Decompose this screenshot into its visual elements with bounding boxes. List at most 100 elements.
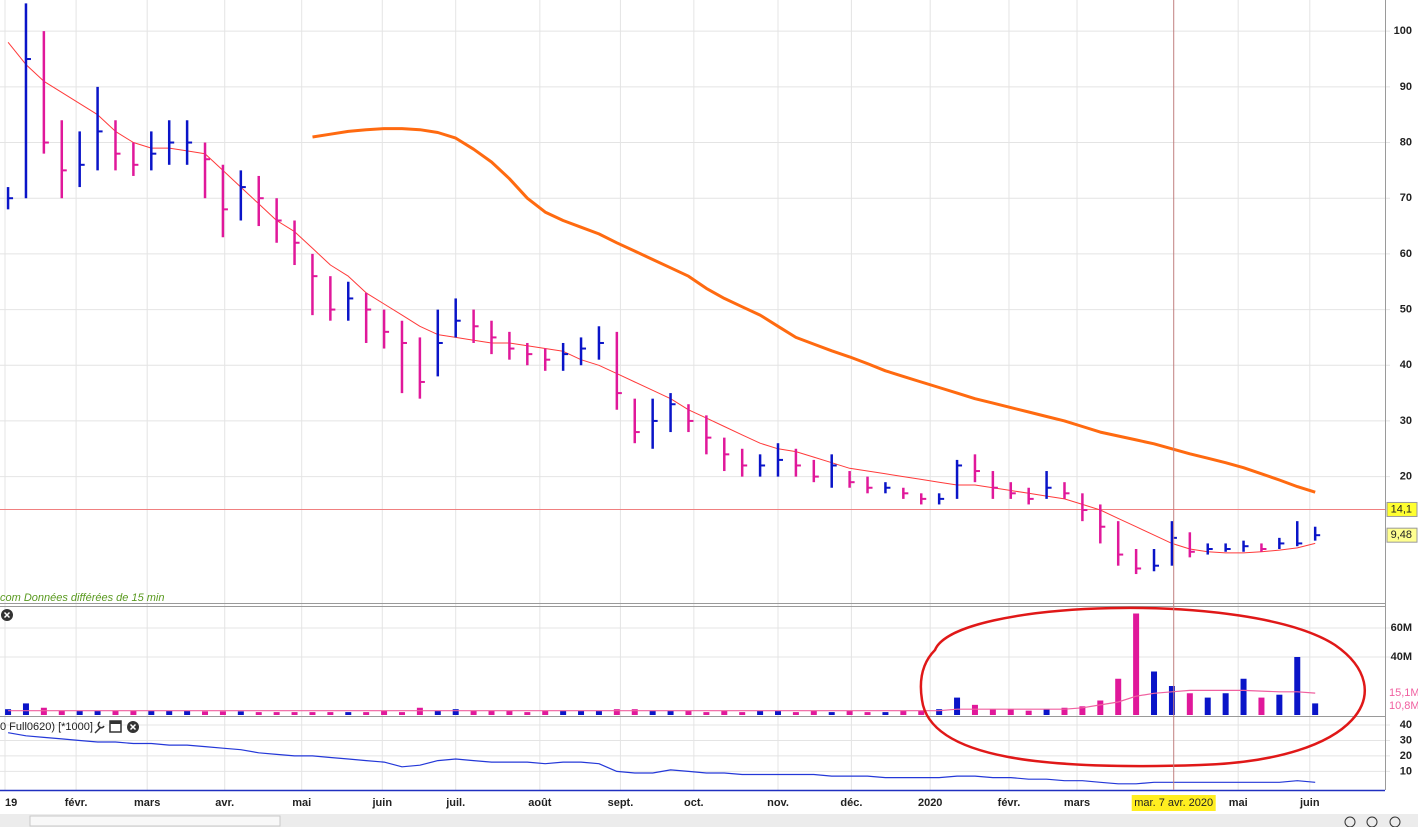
x-tick-label: févr. xyxy=(998,797,1021,809)
volume-bar xyxy=(1043,709,1050,715)
x-tick-label: juil. xyxy=(445,797,465,809)
y-tick-label: 30 xyxy=(1400,415,1412,427)
x-tick-label: août xyxy=(528,797,552,809)
volume-bar xyxy=(381,710,388,715)
volume-bar xyxy=(184,710,191,715)
volume-average xyxy=(8,689,1316,712)
volume-bar xyxy=(1061,707,1068,715)
maximize-bar xyxy=(110,721,121,724)
y-tick-label: 20 xyxy=(1400,750,1412,762)
y-tick-label: 40 xyxy=(1400,719,1412,731)
overlay: 19 févr. mars avr. mai juin juil. août sept. oct.… xyxy=(5,0,1418,811)
volume-bar xyxy=(1276,694,1283,715)
y-tick-label: 60 xyxy=(1400,248,1412,260)
price-tag xyxy=(1386,501,1418,517)
scrollbar-thumb[interactable] xyxy=(29,815,281,827)
volume-bar xyxy=(989,709,996,715)
highlight-ellipse xyxy=(919,606,1366,768)
volume-bar xyxy=(631,709,638,715)
volume-bar xyxy=(130,710,137,715)
volume-bar xyxy=(237,711,244,715)
volume-bar xyxy=(1168,686,1175,715)
volume-bar xyxy=(291,712,298,715)
volume-bar xyxy=(918,710,925,715)
volume-bar xyxy=(470,710,477,715)
volume-bar xyxy=(202,711,209,715)
volume-bar xyxy=(936,709,943,715)
y-tick-label: 20 xyxy=(1400,471,1412,483)
y-tick-label: 50 xyxy=(1400,303,1412,315)
volume-bar xyxy=(112,710,119,715)
price-tag-label: 9,48 xyxy=(1391,529,1412,541)
zoom-button[interactable] xyxy=(1389,816,1401,827)
volume-bar xyxy=(971,704,978,715)
x-tick-label: mai xyxy=(1229,797,1248,809)
volume-bar xyxy=(560,710,567,715)
y-tick-label: 30 xyxy=(1400,734,1412,746)
volume-bar xyxy=(774,710,781,715)
volume-bar xyxy=(864,712,871,715)
volume-bar xyxy=(1204,697,1211,715)
close-icon xyxy=(3,611,11,619)
x-tick-label: nov. xyxy=(767,797,789,809)
volume-bar xyxy=(846,710,853,715)
delay-notice: com Données différées de 15 min xyxy=(0,592,164,604)
y-tick-label: 40M xyxy=(1391,651,1412,663)
indicator-line xyxy=(7,732,1316,785)
volume-bar xyxy=(685,710,692,715)
volume-bar xyxy=(398,712,405,715)
volume-bar xyxy=(255,712,262,715)
volume-bar xyxy=(900,710,907,715)
price-tag-label: 14,1 xyxy=(1391,503,1412,515)
volume-bar xyxy=(327,712,334,715)
volume-bar xyxy=(345,712,352,715)
zoom-button[interactable] xyxy=(1344,816,1356,827)
x-tick-label: déc. xyxy=(840,797,862,809)
volume-bar xyxy=(739,712,746,715)
indicator-legend: 0 Full0620) [*1000] xyxy=(0,721,93,733)
volume-bar xyxy=(828,712,835,715)
volume-bar xyxy=(882,712,889,715)
x-tick-label: mars xyxy=(134,797,160,809)
volume-bar xyxy=(667,710,674,715)
volume-bar xyxy=(506,710,513,715)
volume-tag: 15,1M xyxy=(1389,687,1418,699)
volume-bar xyxy=(166,710,173,715)
close-icon xyxy=(129,723,137,731)
x-tick-label: 19 xyxy=(5,797,17,809)
volume-bar xyxy=(649,710,656,715)
y-tick-label: 40 xyxy=(1400,359,1412,371)
volume-bar xyxy=(434,710,441,715)
volume-bar xyxy=(363,712,370,715)
moving-average xyxy=(7,41,1316,554)
volume-bar xyxy=(721,710,728,715)
y-tick-label: 80 xyxy=(1400,136,1412,148)
settings-icon[interactable] xyxy=(94,721,105,734)
volume-bar xyxy=(1097,700,1104,715)
volume-bar xyxy=(1079,706,1086,715)
y-tick-label: 70 xyxy=(1400,192,1412,204)
volume-bar xyxy=(273,712,280,715)
volume-bar xyxy=(578,710,585,715)
x-tick-label: 2020 xyxy=(918,797,942,809)
x-tick-label: avr. xyxy=(215,797,234,809)
x-tick-label: juin xyxy=(372,797,393,809)
volume-bar xyxy=(1312,703,1319,715)
x-tick-label: mai xyxy=(292,797,311,809)
volume-tag: 10,8M xyxy=(1389,700,1418,712)
volume-bar xyxy=(148,710,155,715)
volume-bar xyxy=(595,710,602,715)
plot xyxy=(5,3,1321,785)
volume-bar xyxy=(703,712,710,715)
scrollbar[interactable] xyxy=(0,814,1418,827)
y-tick-label: 100 xyxy=(1394,25,1412,37)
volume-bar xyxy=(757,710,764,715)
zoom-button[interactable] xyxy=(1366,816,1378,827)
volume-bar xyxy=(22,703,29,715)
volume-bar xyxy=(613,709,620,715)
volume-bar xyxy=(542,710,549,715)
y-tick-label: 90 xyxy=(1400,81,1412,93)
volume-bar xyxy=(5,709,12,715)
